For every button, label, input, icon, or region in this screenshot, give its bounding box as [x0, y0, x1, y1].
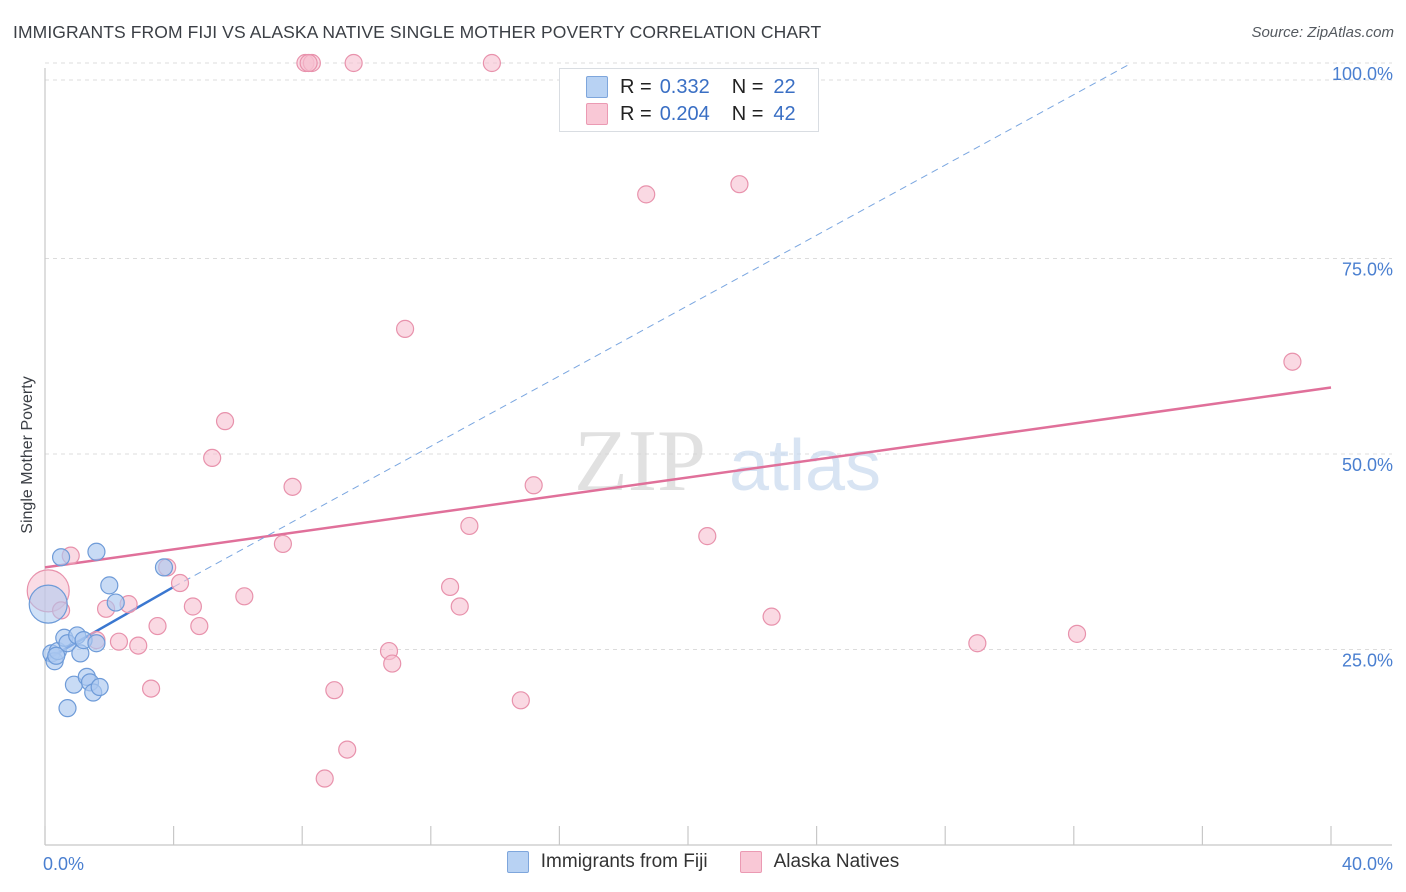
trend-line-fiji-extension [173, 62, 1132, 588]
legend-item-alaska[interactable]: Alaska Natives [739, 851, 900, 873]
axes [44, 68, 1392, 846]
point-alaska [315, 769, 334, 788]
point-fiji [90, 677, 109, 697]
legend-n-value-alaska: 42 [773, 102, 796, 125]
point-alaska [440, 577, 460, 597]
x-tick-label: 0.0% [43, 854, 84, 874]
point-alaska [460, 516, 479, 536]
legend-r-label: R = [620, 75, 652, 98]
legend-row-alaska: R = 0.204 N = 42 [586, 102, 796, 126]
point-alaska [299, 53, 318, 73]
point-fiji [100, 576, 119, 595]
point-alaska [450, 597, 469, 616]
correlation-legend: R = 0.332 N = 22 R = 0.204 N = 42 [559, 68, 819, 132]
point-alaska [482, 53, 501, 73]
point-fiji [47, 646, 66, 665]
watermark-zip: ZIP [574, 413, 706, 510]
watermark-atlas: atlas [729, 426, 881, 506]
point-alaska [273, 534, 293, 554]
y-tick-label: 100.0% [1332, 64, 1393, 84]
y-tick-label: 50.0% [1342, 455, 1393, 475]
y-axis-title: Single Mother Poverty [19, 376, 36, 534]
point-alaska [129, 636, 148, 655]
legend-n-label: N = [731, 102, 764, 125]
point-alaska [325, 681, 344, 700]
point-alaska [383, 654, 402, 673]
point-alaska [1067, 624, 1087, 643]
point-alaska [511, 691, 530, 710]
legend-label-fiji: Immigrants from Fiji [540, 851, 708, 872]
point-fiji [106, 593, 125, 612]
point-alaska [637, 185, 656, 204]
point-alaska [698, 527, 717, 546]
point-alaska [338, 740, 357, 759]
source-credit: Source: ZipAtlas.com [1251, 24, 1394, 41]
legend-r-value-fiji: 0.332 [659, 75, 710, 98]
point-alaska [1283, 352, 1302, 371]
legend-r-value-alaska: 0.204 [659, 102, 710, 125]
legend-n-value-fiji: 22 [773, 75, 796, 98]
legend-label-alaska: Alaska Natives [773, 851, 900, 872]
legend-swatch-fiji [586, 76, 608, 98]
point-alaska [968, 634, 987, 653]
point-alaska [395, 319, 415, 338]
point-alaska [170, 573, 190, 593]
legend-swatch-alaska [739, 851, 762, 873]
point-alaska [730, 175, 749, 194]
point-alaska [141, 679, 161, 698]
legend-swatch-fiji [506, 851, 529, 873]
y-tick-label: 75.0% [1342, 260, 1393, 280]
legend-r-label: R = [620, 102, 652, 125]
legend-n-label: N = [731, 75, 764, 98]
point-alaska [235, 587, 254, 606]
y-tick-label: 25.0% [1342, 651, 1393, 671]
legend-row-fiji: R = 0.332 N = 22 [586, 75, 796, 99]
point-alaska [283, 477, 302, 496]
point-fiji [28, 584, 68, 624]
series-legend: Immigrants from Fiji Alaska Natives [0, 851, 1406, 873]
point-alaska [190, 616, 209, 636]
point-alaska [183, 597, 202, 616]
chart-title: IMMIGRANTS FROM FIJI VS ALASKA NATIVE SI… [13, 22, 822, 42]
point-alaska [524, 476, 543, 495]
legend-item-fiji[interactable]: Immigrants from Fiji [506, 851, 708, 873]
point-alaska [109, 632, 129, 651]
tick-labels: 25.0% 50.0% 75.0% 100.0% 0.0% 40.0% [43, 64, 1393, 874]
point-alaska [203, 448, 222, 468]
point-alaska [215, 412, 235, 431]
point-fiji [51, 548, 71, 567]
point-fiji [58, 699, 77, 718]
point-alaska [762, 607, 781, 626]
point-fiji [87, 634, 106, 653]
point-fiji [87, 542, 106, 561]
trend-lines [44, 62, 1332, 662]
x-tick-label: 40.0% [1342, 854, 1393, 874]
gridlines [45, 62, 1392, 650]
data-points [26, 53, 1302, 788]
trend-line-alaska [44, 386, 1332, 569]
point-alaska [148, 616, 167, 636]
legend-swatch-alaska [586, 103, 608, 125]
point-fiji [154, 558, 174, 577]
point-alaska [344, 53, 363, 73]
